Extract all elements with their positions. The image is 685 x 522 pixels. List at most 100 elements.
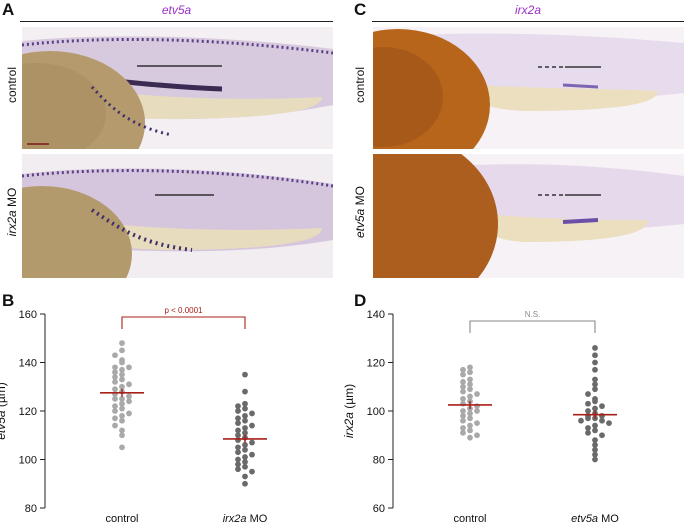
chart-d-data-point [592, 359, 598, 366]
chart-d-data-point [460, 388, 466, 395]
chart-d-data-point [592, 366, 598, 373]
chart-d-data-point [599, 432, 605, 439]
chart-d-data-point [585, 400, 591, 407]
chart-b-data-point [112, 374, 118, 380]
panel-a-gene-title: etv5a [161, 3, 192, 17]
chart-b-data-point [112, 386, 118, 393]
chart-d-data-point [592, 386, 598, 393]
chart-b-data-point [119, 371, 125, 378]
chart-d-plot: 60 80 100 120 140 irx2a (µm) control etv5a MO N.… [342, 309, 619, 522]
chart-d-data-point [592, 446, 598, 453]
chart-b-y-tick-label: 140 [19, 358, 37, 370]
chart-b-data-point [235, 444, 241, 451]
panel-letter-c: C [354, 0, 367, 19]
chart-d-data-point [592, 405, 598, 412]
chart-b-y-tick-label: 80 [25, 503, 37, 515]
chart-b-data-point [112, 352, 118, 359]
chart-b-data-point [242, 400, 248, 407]
chart-d-y-tick-label: 80 [373, 455, 385, 467]
chart-b-data-point [112, 369, 118, 376]
chart-d-data-point [467, 364, 473, 371]
chart-b-data-point [235, 408, 241, 414]
chart-b-data-point [242, 425, 248, 431]
chart-b-significance-bracket [121, 316, 246, 329]
chart-d: 60 80 100 120 140 irx2a (µm) control etv5a MO N.… [342, 309, 619, 522]
chart-d-data-point [585, 425, 591, 431]
chart-b-data-point [119, 405, 125, 412]
chart-d-data-point [460, 371, 466, 378]
chart-d-data-point [585, 429, 591, 436]
chart-d-data-point [592, 352, 598, 359]
chart-b-data-point [242, 446, 248, 453]
chart-d-data-point [467, 393, 473, 400]
panel-a-title-rule [20, 21, 333, 22]
chart-d-y-tick-label: 140 [367, 309, 385, 321]
chart-d-data-point [467, 415, 473, 422]
panel-a-control-micrograph [22, 27, 333, 149]
chart-d-data-point [592, 398, 598, 405]
panel-a-row-label-1: control [5, 66, 19, 104]
chart-d-data-point [460, 379, 466, 385]
chart-b-plot: 80 100 120 140 160 etv5a (µm) control irx2a MO p… [0, 306, 268, 522]
chart-b-data-point [249, 468, 255, 475]
chart-d-y-tick-label: 100 [367, 406, 385, 418]
chart-b-data-point [112, 415, 118, 422]
chart-b-data-point [242, 429, 248, 436]
chart-d-data-point [474, 432, 480, 439]
chart-b-data-point [242, 454, 248, 460]
chart-b-data-point [249, 410, 255, 417]
chart-d-data-point [606, 420, 612, 427]
chart-b-data-point [126, 393, 132, 400]
chart-d-data-point [460, 412, 466, 419]
chart-d-data-point [460, 395, 466, 402]
chart-b-data-point [235, 466, 241, 473]
chart-b-data-point [112, 422, 118, 429]
chart-d-data-point [592, 376, 598, 383]
chart-b-data-point [249, 439, 255, 446]
chart-d-data-point [578, 417, 584, 424]
chart-b-data-point [119, 347, 125, 354]
chart-b-data-point [119, 340, 125, 346]
chart-d-data-point [474, 391, 480, 397]
chart-b-data-point [242, 459, 248, 465]
chart-b-data-point [242, 405, 248, 412]
chart-d-data-point [592, 381, 598, 388]
panel-c-gene-title: irx2a [514, 3, 541, 17]
chart-d-data-point [474, 408, 480, 414]
chart-b-data-point [235, 449, 241, 456]
chart-b-data-point [126, 398, 132, 405]
chart-d-data-point [592, 442, 598, 448]
chart-b-data-point [119, 432, 125, 439]
panel-c-etv5a-mo-micrograph [373, 154, 684, 278]
chart-b-data-point [242, 480, 248, 487]
chart-b-data-point [242, 463, 248, 470]
chart-b-data-point [242, 473, 248, 480]
chart-d-data-point [585, 415, 591, 422]
chart-b-data-point [119, 400, 125, 407]
chart-b-data-point [249, 422, 255, 429]
chart-d-data-point [585, 408, 591, 414]
chart-b-data-point [112, 395, 118, 402]
panel-a-row-label-2: irx2a MO [5, 187, 19, 237]
chart-d-data-point [599, 403, 605, 410]
chart-b-data-point [119, 444, 125, 451]
chart-b-data-point [235, 427, 241, 434]
chart-b-category-label: irx2a MO [223, 513, 268, 522]
chart-d-data-point [474, 420, 480, 427]
chart-d-data-point [460, 425, 466, 431]
chart-b-data-point [242, 388, 248, 395]
chart-d-data-point [467, 434, 473, 441]
chart-d-data-point [460, 366, 466, 373]
chart-d-data-point [585, 391, 591, 397]
chart-b-data-point [112, 364, 118, 371]
chart-b-data-point [242, 442, 248, 448]
chart-d-data-point [467, 381, 473, 388]
chart-d-data-point [460, 408, 466, 414]
chart-b-data-point [235, 403, 241, 410]
chart-d-data-point [467, 386, 473, 393]
chart-b-data-point [112, 408, 118, 414]
chart-d-data-point [592, 451, 598, 458]
chart-b-data-point [249, 451, 255, 458]
chart-b-data-point [126, 410, 132, 417]
chart-d-y-axis-label: irx2a (µm) [342, 384, 356, 438]
